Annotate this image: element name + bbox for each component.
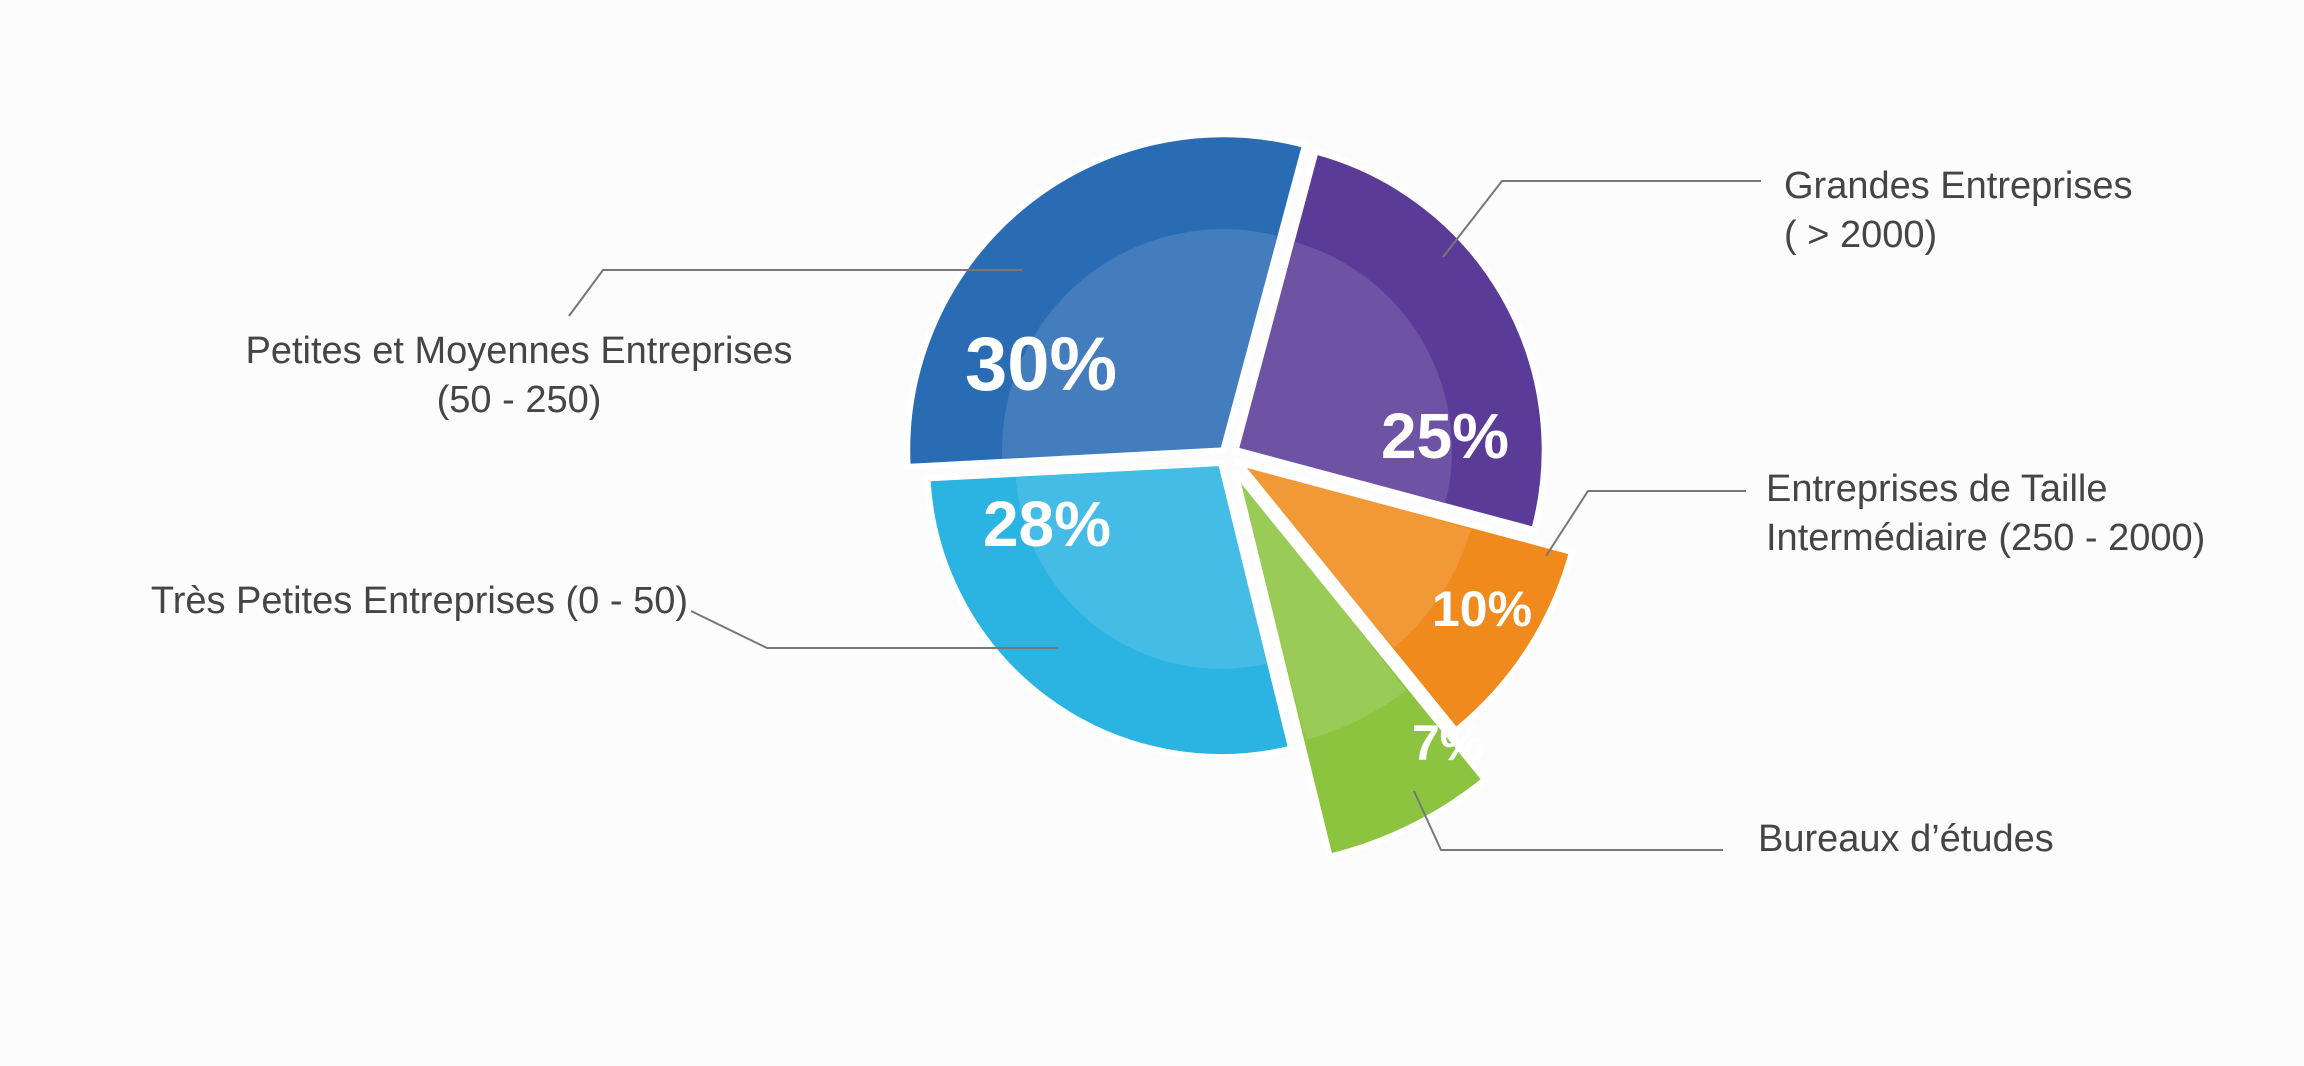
leader-line bbox=[568, 269, 1022, 317]
category-label: Petites et Moyennes Entreprises bbox=[245, 330, 792, 372]
value-label: 28% bbox=[983, 488, 1111, 560]
category-label: ( > 2000) bbox=[1784, 214, 1937, 256]
value-label: 30% bbox=[965, 322, 1117, 407]
leader-line bbox=[1442, 180, 1761, 258]
slice-highlight bbox=[1015, 463, 1267, 669]
category-label: Entreprises de Taille bbox=[1766, 468, 2107, 510]
pie-slice bbox=[924, 459, 1295, 761]
slice-highlight bbox=[1238, 462, 1471, 648]
category-label: Très Petites Entreprises (0 - 50) bbox=[151, 580, 688, 622]
value-label: 10% bbox=[1432, 581, 1532, 637]
value-label: 25% bbox=[1381, 400, 1509, 472]
slice-highlight bbox=[1235, 242, 1452, 503]
leader-line bbox=[1413, 790, 1723, 851]
leader-line bbox=[1545, 490, 1746, 557]
category-label: Intermédiaire (250 - 2000) bbox=[1766, 517, 2205, 559]
category-label: Grandes Entreprises bbox=[1784, 165, 2133, 207]
leader-line bbox=[690, 610, 1058, 649]
slice-highlight bbox=[1002, 229, 1277, 459]
value-label: 7% bbox=[1412, 715, 1484, 771]
pie-slice bbox=[1232, 469, 1490, 861]
pie-slice bbox=[1230, 457, 1576, 735]
category-label: (50 - 250) bbox=[437, 379, 602, 421]
category-label: Bureaux d’études bbox=[1758, 818, 2054, 860]
slice-highlight bbox=[1235, 471, 1407, 740]
pie-slice bbox=[904, 131, 1309, 471]
pie-slice bbox=[1231, 147, 1548, 534]
